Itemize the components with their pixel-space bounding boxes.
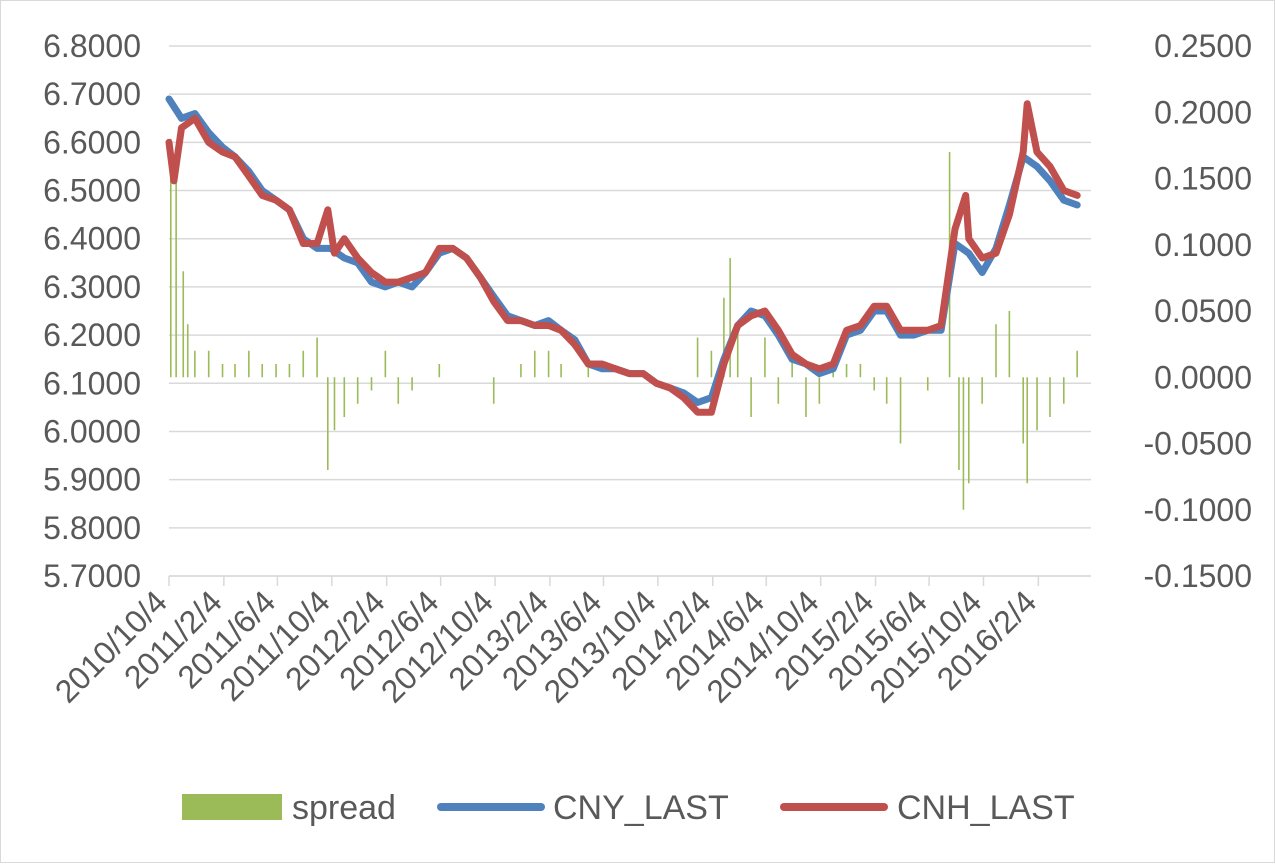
legend: spread CNY_LAST CNH_LAST [182,789,1075,827]
y-right-axis: 0.2500 0.2000 0.1500 0.1000 0.0500 0.0000 -0.0… [1143,28,1252,594]
legend-label: CNY_LAST [553,789,729,827]
y-right-tick-label: -0.1500 [1143,558,1252,594]
legend-swatch-spread [182,794,282,820]
gridlines [169,45,1091,577]
y-right-tick-label: 0.2500 [1154,28,1252,64]
y-right-tick-label: 0.1500 [1154,161,1252,197]
y-right-tick-label: 0.0500 [1154,293,1252,329]
y-right-tick-label: -0.0500 [1143,426,1252,462]
y-left-axis: 6.8000 6.7000 6.6000 6.5000 6.4000 6.3000 6.20… [43,28,141,594]
x-axis: 2010/10/42011/2/42011/6/42011/10/42012/2… [48,575,1091,710]
y-right-tick-label: 0.2000 [1154,94,1252,130]
series-line-cny-last [165,95,1081,406]
y-right-tick-label: 0.1000 [1154,227,1252,263]
y-right-tick-label: 0.0000 [1154,359,1252,395]
y-left-tick-label: 6.0000 [43,413,141,449]
y-left-tick-label: 6.4000 [43,221,141,257]
y-left-tick-label: 5.8000 [43,510,141,546]
legend-label: CNH_LAST [897,789,1075,827]
y-left-tick-label: 6.8000 [43,28,141,64]
y-left-tick-label: 6.5000 [43,173,141,209]
y-left-tick-label: 6.7000 [43,76,141,112]
legend-label: spread [292,789,396,827]
y-left-tick-label: 5.9000 [43,462,141,498]
y-left-tick-label: 6.1000 [43,365,141,401]
series-line-cnh-last [165,100,1081,416]
series-lines [165,95,1081,416]
y-left-tick-label: 5.7000 [43,558,141,594]
y-left-tick-label: 6.3000 [43,269,141,305]
y-right-tick-label: -0.1000 [1143,492,1252,528]
y-left-tick-label: 6.6000 [43,124,141,160]
y-left-tick-label: 6.2000 [43,317,141,353]
